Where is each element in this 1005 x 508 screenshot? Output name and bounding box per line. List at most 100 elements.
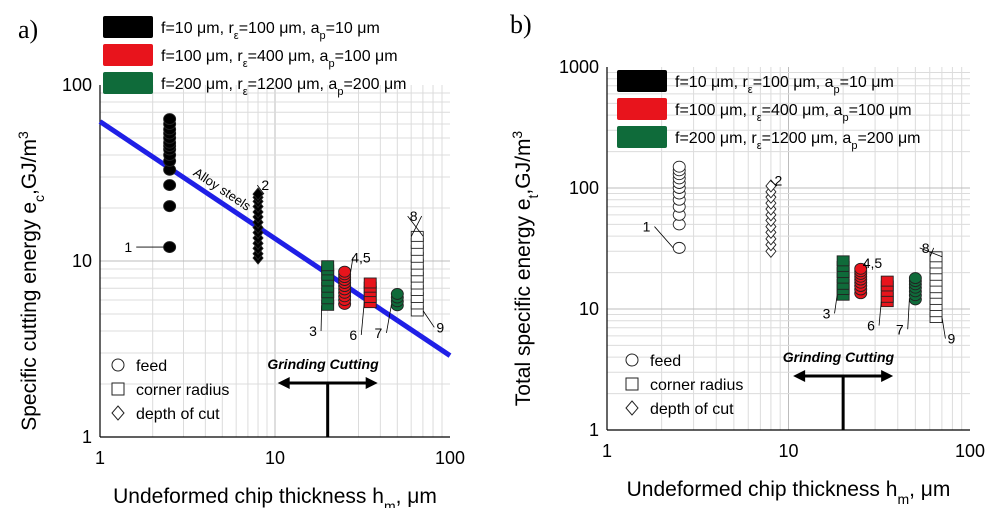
callout-label: 3 <box>823 305 831 321</box>
leader-line <box>350 257 354 272</box>
series-6 <box>880 275 894 308</box>
arrow-right-icon <box>881 370 894 382</box>
leader-line <box>407 215 424 237</box>
callout-label: 1 <box>643 219 651 235</box>
y-tick-label: 10 <box>72 251 92 271</box>
data-point <box>163 241 177 254</box>
data-point <box>880 275 894 287</box>
leader-line <box>422 310 435 328</box>
legend-swatch <box>103 72 153 94</box>
legend-entry: f=100 μm, rε=400 μm, ap=100 μm <box>675 102 912 124</box>
data-point <box>672 160 686 173</box>
leader-line <box>907 299 910 330</box>
y-axis-label: Specific cutting energy ec,GJ/m3 <box>15 131 47 431</box>
regime-marker: Grinding Cutting <box>267 356 379 437</box>
y-tick-label: 1 <box>589 420 599 440</box>
series-4-5 <box>338 265 352 310</box>
leader-line <box>864 262 868 269</box>
callout-label: 2 <box>775 173 783 189</box>
regime-right-label: Cutting <box>845 349 894 365</box>
x-tick-label: 10 <box>265 448 285 468</box>
circle-marker-icon <box>625 353 639 367</box>
data-point <box>908 272 922 285</box>
series-2 <box>765 179 777 258</box>
callout-label: 2 <box>261 177 269 193</box>
regime-marker: Grinding Cutting <box>783 349 895 430</box>
fit-line <box>98 119 452 358</box>
series-1 <box>163 113 177 254</box>
leader-line <box>770 180 778 187</box>
x-tick-label: 1 <box>95 448 105 468</box>
square-marker-icon <box>625 377 639 391</box>
x-axis-label: Undeformed chip thickness hm, μm <box>627 478 951 507</box>
diamond-marker-icon <box>625 400 639 416</box>
series-7 <box>908 272 922 306</box>
y-tick-label: 10 <box>579 299 599 319</box>
marker-legend: feed corner radius depth of cut <box>625 353 743 418</box>
marker-legend-label: feed <box>136 358 167 375</box>
chart-panel-2: 1 10 100 1 10 100 1000 Undeformed chip thicknes… <box>509 10 985 507</box>
y-tick-label: 100 <box>62 75 92 95</box>
callout-label: 6 <box>867 318 875 334</box>
data-point <box>163 200 177 213</box>
regime-left-label: Grinding <box>267 356 326 372</box>
panel-label: a) <box>18 15 38 44</box>
x-tick-label: 10 <box>778 441 798 461</box>
legend-entry: f=200 μm, rε=1200 μm, ap=200 μm <box>675 130 920 152</box>
regime-left-label: Grinding <box>783 349 842 365</box>
legend-swatch <box>103 16 153 38</box>
legend-entry: f=10 μm, rε=100 μm, ap=10 μm <box>675 74 894 96</box>
legend-swatch <box>617 70 667 92</box>
callout-label: 3 <box>309 323 317 339</box>
callout-label: 7 <box>375 325 383 341</box>
data-point <box>252 187 264 201</box>
y-axis-label: Total specific energy et,GJ/m3 <box>509 131 541 407</box>
callout-label: 8 <box>410 208 418 224</box>
series-2 <box>252 187 264 265</box>
legend-entry: f=200 μm, rε=1200 μm, ap=200 μm <box>161 76 406 98</box>
callout-label: 6 <box>349 327 357 343</box>
series-3 <box>836 255 850 301</box>
legend-swatch <box>617 98 667 120</box>
callout-label: 4,5 <box>351 249 371 265</box>
y-tick-label: 100 <box>569 178 599 198</box>
arrow-left-icon <box>277 377 290 389</box>
x-tick-label: 100 <box>435 448 465 468</box>
series-8 <box>410 230 424 317</box>
color-legend: f=10 μm, rε=100 μm, ap=10 μm f=100 μm, rε… <box>617 70 920 152</box>
leader-line <box>256 184 265 195</box>
leader-line <box>410 215 423 237</box>
callout-label: 9 <box>948 331 956 347</box>
series-8 <box>929 251 943 323</box>
x-tick-label: 100 <box>955 441 985 461</box>
leader-line <box>878 301 882 326</box>
callout-label: 7 <box>896 321 904 337</box>
square-marker-icon <box>111 382 125 396</box>
arrow-left-icon <box>793 370 806 382</box>
marker-legend: feed corner radius depth of cut <box>111 358 229 423</box>
series-1 <box>672 160 686 254</box>
y-tick-label: 1000 <box>559 57 599 77</box>
leader-line <box>834 295 838 314</box>
data-point <box>672 241 686 254</box>
series-3 <box>321 260 335 311</box>
y-tick-label: 1 <box>82 427 92 447</box>
leader-line <box>654 226 674 249</box>
series-6 <box>363 277 377 309</box>
data-point <box>163 113 177 126</box>
diamond-marker-icon <box>111 405 125 421</box>
leader-line <box>941 317 946 339</box>
marker-legend-label: depth of cut <box>650 401 734 418</box>
circle-marker-icon <box>111 358 125 372</box>
legend-entry: f=10 μm, rε=100 μm, ap=10 μm <box>161 20 380 42</box>
marker-legend-label: feed <box>650 353 681 370</box>
leader-line <box>919 247 943 258</box>
callout-label: 4,5 <box>863 255 883 271</box>
leader-line <box>360 302 365 335</box>
marker-legend-label: depth of cut <box>136 406 220 423</box>
series-7 <box>390 287 404 312</box>
legend-swatch <box>103 44 153 66</box>
data-point <box>163 179 177 192</box>
leader-line <box>386 305 392 334</box>
